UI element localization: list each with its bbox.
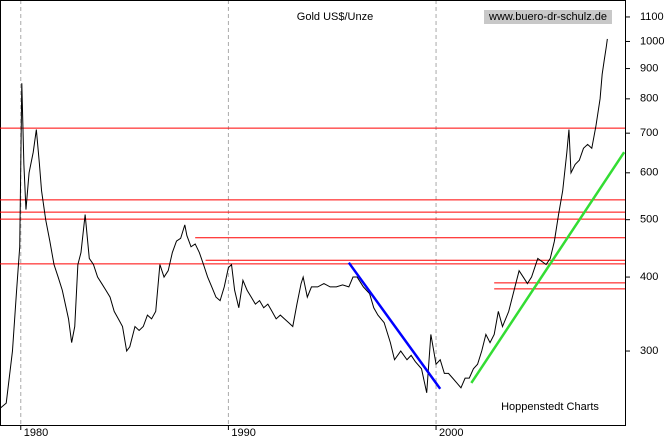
x-tick-label: 2000 [439, 427, 463, 439]
y-tick-label: 900 [640, 62, 658, 74]
y-tick-label: 700 [640, 127, 658, 139]
y-tick-label: 800 [640, 93, 658, 105]
y-tick-label: 300 [640, 345, 658, 357]
plot-frame [0, 0, 626, 426]
x-tick-label: 1980 [24, 427, 48, 439]
y-tick-label: 500 [640, 214, 658, 226]
x-tick-label: 1990 [231, 427, 255, 439]
chart-title: Gold US$/Unze [297, 11, 373, 23]
watermark-box [484, 10, 612, 24]
y-tick-label: 400 [640, 271, 658, 283]
price-line [0, 38, 608, 409]
trend-line [347, 261, 442, 390]
trend-line [470, 151, 626, 384]
y-tick-label: 600 [640, 167, 658, 179]
watermark: www.buero-dr-schulz.de [488, 11, 607, 23]
y-tick-label: 1000 [640, 35, 664, 47]
y-tick-label: 1100 [640, 11, 664, 23]
source-label: Hoppenstedt Charts [501, 401, 599, 413]
